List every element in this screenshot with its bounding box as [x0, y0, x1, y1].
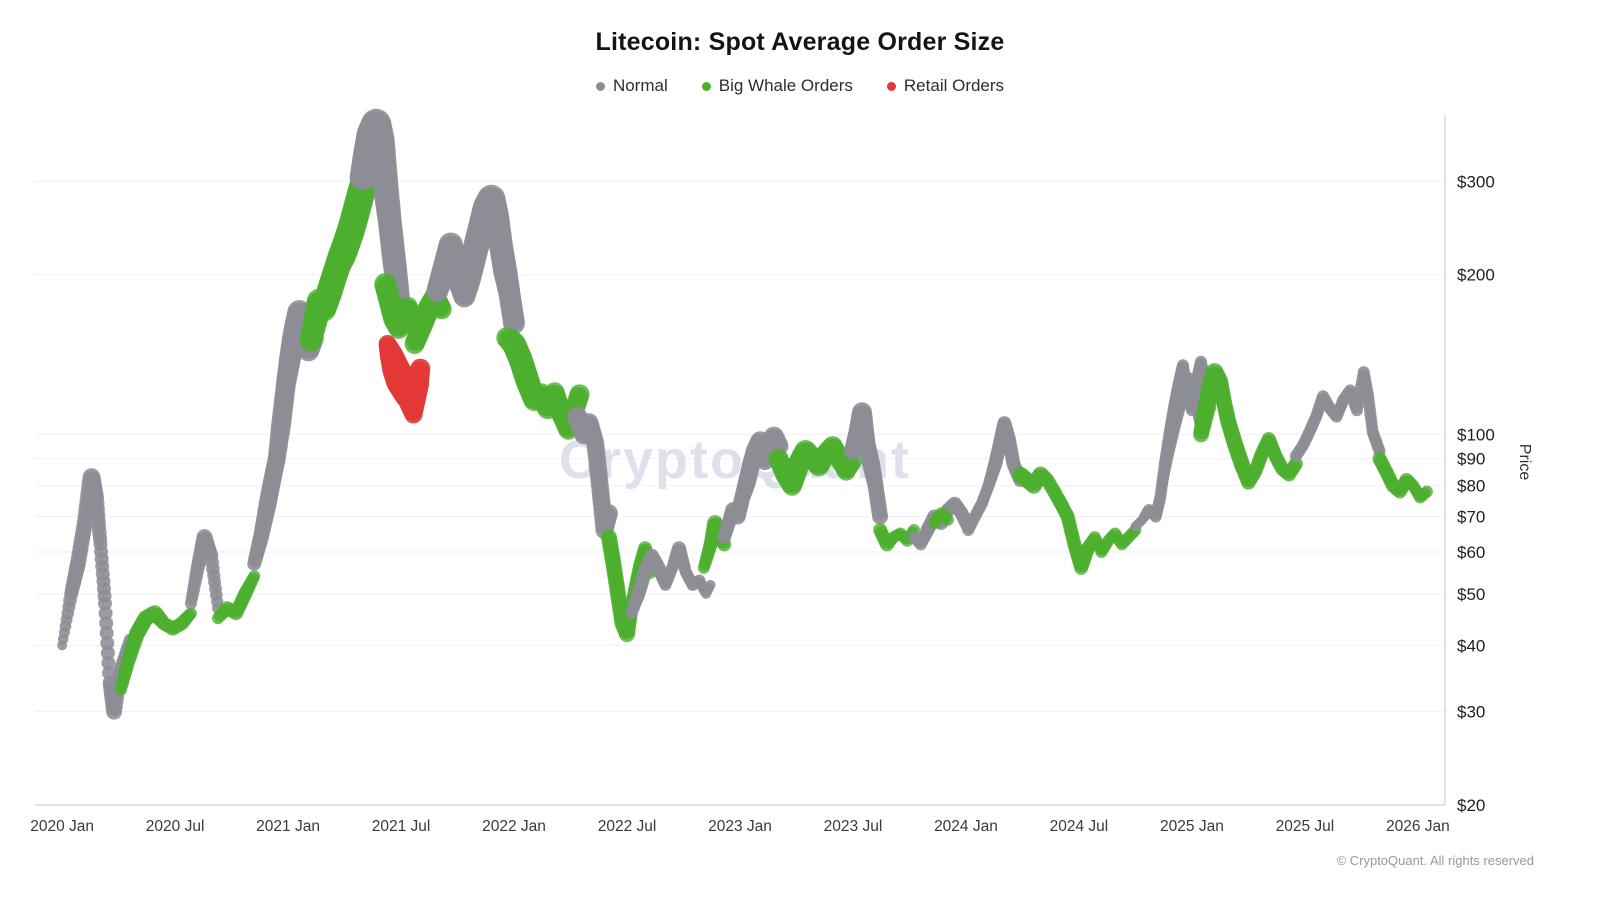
scatter-layer: [57, 108, 1433, 720]
scatter-point: [102, 665, 116, 680]
scatter-point: [100, 646, 115, 660]
x-tick-label: 2025 Jan: [1160, 818, 1224, 835]
legend-item-big-whale-orders[interactable]: Big Whale Orders: [701, 76, 853, 96]
y-tick-label: $200: [1457, 266, 1495, 285]
legend-label-normal: Normal: [612, 76, 668, 95]
scatter-point: [98, 596, 112, 611]
copyright-text: © CryptoQuant. All rights reserved: [1336, 853, 1534, 868]
x-tick-label: 2021 Jul: [372, 818, 431, 835]
y-tick-label: $100: [1457, 425, 1495, 444]
normal-dot-icon: [595, 81, 605, 91]
scatter-point: [569, 384, 590, 405]
y-tick-label: $300: [1457, 172, 1495, 191]
x-tick-label: 2021 Jan: [256, 818, 320, 835]
page-title: Litecoin: Spot Average Order Size: [595, 28, 1005, 56]
whale-dot-icon: [701, 81, 711, 91]
legend-item-normal[interactable]: Normal: [595, 76, 668, 96]
x-tick-label: 2024 Jan: [934, 818, 998, 835]
retail-dot-icon: [886, 81, 896, 91]
scatter-point: [99, 626, 114, 641]
scatter-point: [941, 513, 954, 526]
scatter-point: [184, 607, 197, 620]
legend-item-retail-orders[interactable]: Retail Orders: [886, 76, 1005, 96]
scatter-point: [872, 508, 889, 525]
scatter-point: [98, 606, 113, 621]
y-tick-label: $50: [1457, 585, 1485, 604]
y-tick-label: $20: [1457, 796, 1485, 815]
chart-legend: Normal Big Whale Orders Retail Orders: [0, 76, 1600, 96]
x-tick-label: 2025 Jul: [1276, 818, 1335, 835]
scatter-point: [431, 299, 452, 320]
x-tick-label: 2023 Jan: [708, 818, 772, 835]
y-tick-label: $40: [1457, 636, 1485, 655]
scatter-point: [100, 636, 115, 651]
legend-label-retail-orders: Retail Orders: [903, 76, 1005, 95]
scatter-point: [248, 570, 261, 583]
y-tick-label: $60: [1457, 543, 1485, 562]
x-axis-labels: 2020 Jan 2020 Jul 2021 Jan 2021 Jul 2022 Jan…: [30, 818, 1450, 835]
scatter-point: [99, 616, 114, 631]
scatter-point: [101, 655, 116, 670]
x-tick-label: 2022 Jul: [598, 818, 657, 835]
x-tick-label: 2022 Jan: [482, 818, 546, 835]
scatter-point: [705, 579, 716, 590]
y-tick-label: $80: [1457, 477, 1485, 496]
scatter-point: [1420, 485, 1433, 498]
scatter-point: [410, 358, 431, 379]
axes: [35, 115, 1446, 806]
x-tick-label: 2020 Jul: [146, 818, 205, 835]
x-tick-label: 2026 Jan: [1386, 818, 1450, 835]
x-tick-label: 2024 Jul: [1050, 818, 1109, 835]
y-tick-label: $70: [1457, 507, 1485, 526]
scatter-point: [599, 504, 618, 523]
x-tick-label: 2023 Jul: [824, 818, 883, 835]
y-tick-label: $30: [1457, 703, 1485, 722]
x-tick-label: 2020 Jan: [30, 818, 94, 835]
y-axis-labels: $300 $200 $100 $90 $80 $70 $60 $50 $40 $30 $20: [1457, 172, 1495, 815]
y-axis-title: Price: [1516, 444, 1533, 481]
y-tick-label: $90: [1457, 450, 1485, 469]
legend-label-big-whale-orders: Big Whale Orders: [718, 76, 853, 95]
